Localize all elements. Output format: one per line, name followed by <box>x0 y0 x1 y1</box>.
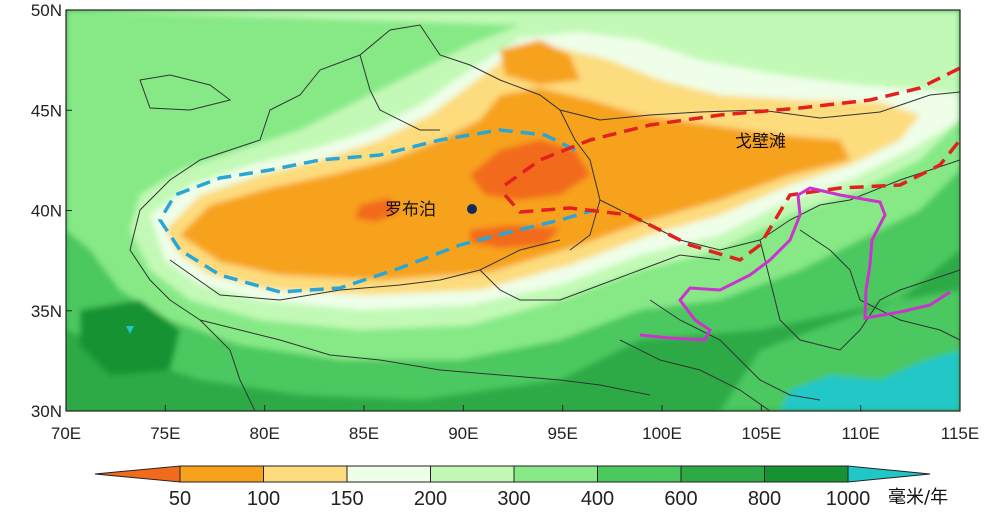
colorbar-tick-label: 100 <box>247 488 280 510</box>
colorbar-segment <box>597 465 682 483</box>
lon-tick-label: 80E <box>250 424 280 443</box>
lon-tick-label: 115E <box>941 424 979 443</box>
gobi-outline-south <box>503 138 960 262</box>
band-lt50-c <box>470 225 560 248</box>
colorbar-segment <box>513 465 598 483</box>
border-xinjiang-tibet <box>169 239 561 301</box>
national-border <box>139 24 960 211</box>
border-sichuan <box>649 299 821 401</box>
border-west <box>129 209 256 411</box>
colorbar-tick-label: 200 <box>414 488 447 510</box>
colorbar-tick-label: 600 <box>664 488 697 510</box>
colorbar-segment <box>179 465 264 483</box>
colorbar-segment <box>430 465 515 483</box>
band-lt50 <box>470 140 590 200</box>
border-east-provinces <box>759 239 960 351</box>
lat-tick-label: 30N <box>31 402 62 421</box>
lon-tick-label: 95E <box>548 424 578 443</box>
band-50-100-north <box>500 40 580 85</box>
lat-tick-label: 50N <box>31 1 62 20</box>
colorbar-low-arrow <box>94 465 181 483</box>
tarim-basin-outline <box>157 128 596 294</box>
lat-tick-label: 40N <box>31 202 62 221</box>
axis-ticks: 30N 35N 40N 45N 50N 70E 75E 80E 85E 90E 95E 100E 105… <box>31 1 979 443</box>
yellow-river <box>639 186 951 342</box>
band-600-800-sw <box>80 300 180 375</box>
lat-tick-label: 45N <box>31 101 62 120</box>
small-triangle-icon <box>126 326 134 334</box>
colorbar-high-arrow <box>847 465 931 483</box>
lon-tick-label: 85E <box>349 424 379 443</box>
place-label-lop-nur: 罗布泊 <box>385 200 436 220</box>
colorbar-tick-label: 800 <box>748 488 781 510</box>
colorbar: 50 100 150 200 300 400 600 800 1000 毫米/年 <box>94 465 948 510</box>
border-qinghai <box>479 254 721 301</box>
colorbar-segment <box>764 465 849 483</box>
lop-nur-marker <box>467 204 477 214</box>
colorbar-tick-label: 1000 <box>826 488 871 510</box>
lon-tick-label: 75E <box>150 424 180 443</box>
colorbar-tick-label: 50 <box>169 488 191 510</box>
colorbar-segment <box>263 465 348 483</box>
lon-tick-label: 105E <box>741 424 781 443</box>
place-label-gobi: 戈壁滩 <box>735 132 786 152</box>
colorbar-unit: 毫米/年 <box>888 487 948 508</box>
border-tibet-south <box>199 319 651 396</box>
colorbar-segment <box>346 465 431 483</box>
band-gt1000 <box>780 350 960 411</box>
lon-tick-label: 110E <box>841 424 879 443</box>
lon-tick-label: 100E <box>642 424 682 443</box>
colorbar-tick-label: 300 <box>497 488 530 510</box>
border-xinjiang-gansu <box>559 109 601 251</box>
precipitation-field <box>66 10 960 411</box>
border-mongolia-outline <box>139 74 232 111</box>
border-middle <box>359 54 440 131</box>
border-ningxia <box>799 229 960 341</box>
colorbar-segment <box>680 465 765 483</box>
lon-tick-label: 90E <box>448 424 478 443</box>
border-south-small <box>619 339 771 411</box>
lat-tick-label: 35N <box>31 302 62 321</box>
gobi-outline-north <box>503 66 960 187</box>
colorbar-tick-label: 400 <box>581 488 614 510</box>
band-lt50-b <box>355 198 400 222</box>
lon-tick-label: 70E <box>51 424 81 443</box>
colorbar-tick-label: 150 <box>330 488 363 510</box>
